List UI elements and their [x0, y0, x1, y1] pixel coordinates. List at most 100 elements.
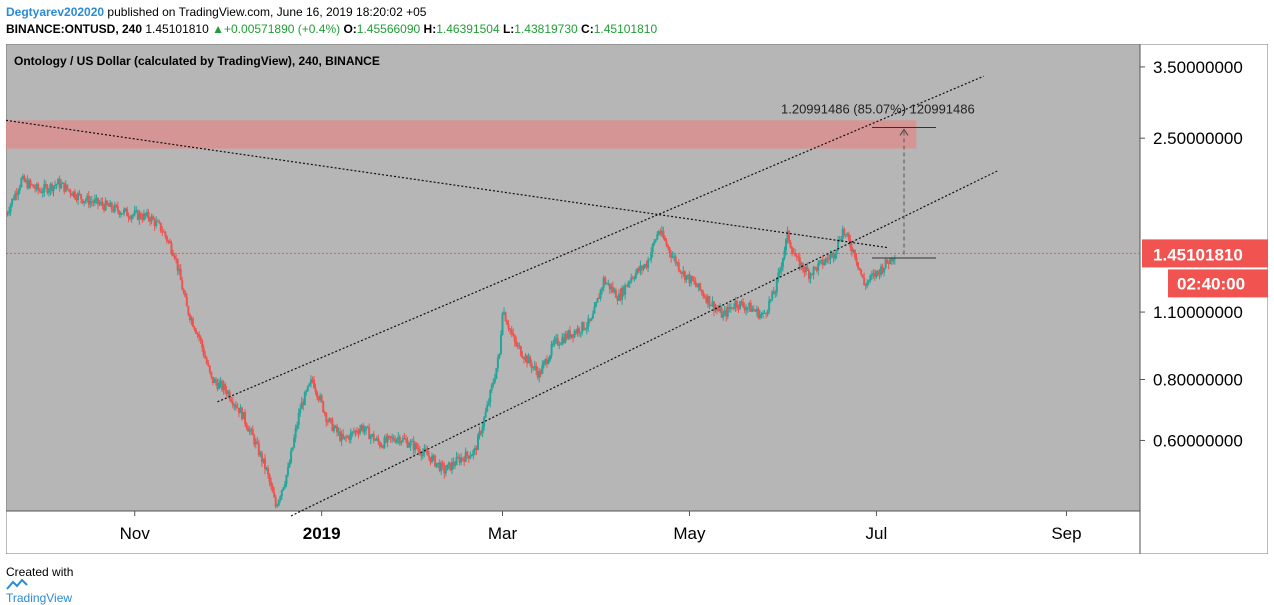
candle-body[interactable]	[631, 277, 634, 279]
candle-body[interactable]	[608, 283, 611, 290]
candle-body[interactable]	[841, 228, 844, 239]
candle-body[interactable]	[15, 192, 18, 196]
candle-body[interactable]	[538, 371, 541, 378]
candle-body[interactable]	[665, 240, 668, 246]
candle-body[interactable]	[648, 259, 651, 261]
candle-body[interactable]	[136, 210, 139, 220]
candle-body[interactable]	[268, 474, 271, 482]
candle-body[interactable]	[654, 239, 657, 242]
candle-body[interactable]	[429, 457, 432, 463]
candle-body[interactable]	[702, 292, 705, 297]
candle-body[interactable]	[691, 276, 694, 281]
candle-body[interactable]	[214, 379, 217, 383]
candle-body[interactable]	[386, 435, 389, 442]
candle-body[interactable]	[427, 455, 430, 458]
candle-body[interactable]	[893, 258, 896, 260]
candle-body[interactable]	[522, 358, 525, 360]
candle-body[interactable]	[838, 239, 841, 242]
candle-body[interactable]	[352, 431, 355, 433]
candle-body[interactable]	[636, 268, 639, 273]
candle-body[interactable]	[619, 293, 622, 300]
candle-body[interactable]	[78, 193, 81, 195]
candle-body[interactable]	[101, 201, 104, 206]
candle-body[interactable]	[501, 313, 504, 335]
candle-body[interactable]	[395, 439, 398, 443]
candle-body[interactable]	[549, 355, 552, 361]
candle-body[interactable]	[408, 445, 411, 448]
candle-body[interactable]	[613, 289, 616, 292]
candle-body[interactable]	[290, 450, 293, 463]
candle-body[interactable]	[144, 213, 147, 216]
candle-body[interactable]	[251, 429, 254, 436]
candle-body[interactable]	[812, 266, 815, 275]
candle-body[interactable]	[470, 454, 473, 457]
candle-body[interactable]	[587, 318, 590, 327]
candle-body[interactable]	[668, 247, 671, 253]
candle-body[interactable]	[809, 273, 812, 279]
candle-body[interactable]	[240, 407, 243, 420]
candle-body[interactable]	[743, 306, 746, 311]
candle-body[interactable]	[696, 285, 699, 288]
candle-body[interactable]	[627, 283, 630, 287]
candle-body[interactable]	[172, 253, 175, 256]
candle-body[interactable]	[657, 231, 660, 235]
candle-body[interactable]	[846, 233, 849, 235]
candle-body[interactable]	[60, 183, 63, 188]
candle-body[interactable]	[133, 210, 136, 215]
candle-body[interactable]	[424, 448, 427, 452]
candle-body[interactable]	[827, 258, 830, 260]
candle-body[interactable]	[31, 184, 34, 186]
candle-body[interactable]	[205, 358, 208, 364]
candle-body[interactable]	[354, 430, 357, 433]
candle-body[interactable]	[110, 202, 113, 210]
upper-channel[interactable]	[217, 75, 984, 403]
candle-body[interactable]	[360, 425, 363, 429]
candle-body[interactable]	[858, 267, 861, 270]
candle-body[interactable]	[466, 451, 469, 456]
candle-body[interactable]	[539, 371, 542, 374]
candle-body[interactable]	[447, 462, 450, 465]
candle-body[interactable]	[248, 429, 251, 432]
candle-body[interactable]	[73, 191, 76, 198]
candle-body[interactable]	[176, 258, 179, 271]
candle-body[interactable]	[303, 392, 306, 406]
candle-body[interactable]	[156, 221, 159, 223]
author-link[interactable]: Degtyarev202020	[6, 5, 105, 19]
candle-body[interactable]	[781, 258, 784, 267]
candle-body[interactable]	[208, 365, 211, 372]
candle-body[interactable]	[516, 345, 519, 347]
candle-body[interactable]	[590, 318, 593, 321]
candle-body[interactable]	[124, 208, 127, 210]
candle-body[interactable]	[616, 297, 619, 301]
candle-body[interactable]	[375, 438, 378, 440]
candle-body[interactable]	[43, 184, 46, 193]
candle-body[interactable]	[308, 383, 311, 386]
candle-body[interactable]	[32, 184, 35, 188]
candle-body[interactable]	[457, 456, 460, 458]
candle-body[interactable]	[418, 449, 421, 454]
candle-body[interactable]	[576, 328, 579, 334]
candle-body[interactable]	[493, 378, 496, 383]
candle-body[interactable]	[86, 195, 89, 201]
candle-body[interactable]	[222, 383, 225, 391]
candle-body[interactable]	[193, 326, 196, 330]
candle-body[interactable]	[337, 431, 340, 433]
candle-body[interactable]	[441, 462, 444, 465]
candle-body[interactable]	[765, 312, 768, 314]
candle-body[interactable]	[63, 182, 66, 192]
candle-body[interactable]	[362, 425, 365, 432]
candle-body[interactable]	[521, 355, 524, 359]
candle-body[interactable]	[142, 213, 145, 220]
candle-body[interactable]	[57, 179, 60, 185]
candle-body[interactable]	[300, 402, 303, 409]
candle-body[interactable]	[302, 402, 305, 406]
candle-body[interactable]	[711, 301, 714, 306]
candle-body[interactable]	[332, 427, 335, 431]
candle-body[interactable]	[821, 259, 824, 266]
down-trendline[interactable]	[6, 119, 889, 249]
candle-body[interactable]	[792, 252, 795, 254]
candle-body[interactable]	[653, 241, 656, 245]
candle-body[interactable]	[519, 346, 522, 356]
candle-body[interactable]	[605, 283, 608, 285]
candle-body[interactable]	[880, 266, 883, 276]
